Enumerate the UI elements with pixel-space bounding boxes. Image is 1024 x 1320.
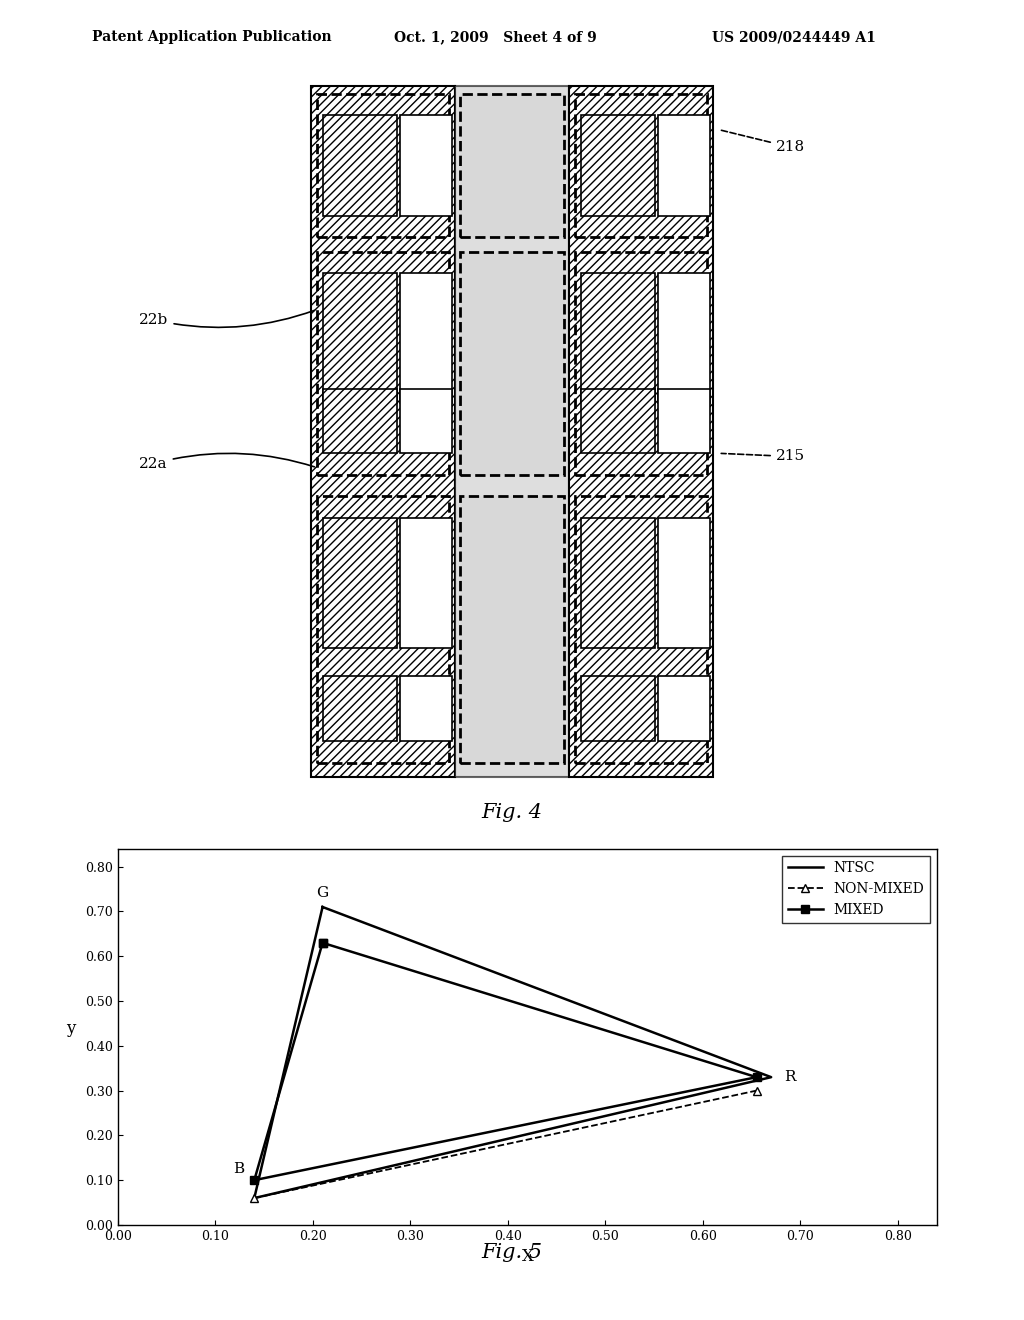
Bar bbox=[323, 517, 397, 648]
Bar bbox=[311, 86, 455, 777]
Bar bbox=[658, 115, 710, 216]
Text: B: B bbox=[233, 1162, 245, 1176]
Bar bbox=[317, 496, 449, 763]
NTSC bbox=[765, 1069, 777, 1085]
Bar bbox=[575, 94, 707, 238]
NTSC bbox=[316, 899, 329, 915]
Bar bbox=[323, 273, 397, 403]
Bar bbox=[658, 676, 710, 741]
Bar bbox=[658, 517, 710, 648]
Bar bbox=[581, 676, 655, 741]
MIXED bbox=[316, 935, 329, 950]
Bar bbox=[323, 388, 397, 453]
Bar bbox=[581, 517, 655, 648]
Bar bbox=[317, 252, 449, 475]
Text: 22b: 22b bbox=[139, 310, 314, 327]
Bar bbox=[575, 496, 707, 763]
Bar bbox=[400, 115, 452, 216]
Text: G: G bbox=[316, 886, 329, 900]
Bar bbox=[400, 273, 452, 403]
Line: MIXED: MIXED bbox=[250, 939, 761, 1184]
Bar bbox=[323, 115, 397, 216]
NTSC bbox=[316, 899, 329, 915]
Bar bbox=[658, 273, 710, 403]
Bar bbox=[581, 115, 655, 216]
Text: Fig. 4: Fig. 4 bbox=[481, 803, 543, 821]
Bar bbox=[455, 86, 569, 777]
NON-MIXED bbox=[751, 1082, 763, 1098]
NTSC bbox=[248, 1191, 260, 1206]
Bar bbox=[461, 94, 563, 238]
Bar bbox=[461, 252, 563, 475]
Text: US 2009/0244449 A1: US 2009/0244449 A1 bbox=[712, 30, 876, 45]
Text: 215: 215 bbox=[721, 450, 805, 463]
Y-axis label: y: y bbox=[67, 1020, 76, 1038]
Legend: NTSC, NON-MIXED, MIXED: NTSC, NON-MIXED, MIXED bbox=[782, 855, 930, 923]
Bar bbox=[400, 388, 452, 453]
Bar bbox=[400, 517, 452, 648]
Bar bbox=[323, 676, 397, 741]
Text: Oct. 1, 2009   Sheet 4 of 9: Oct. 1, 2009 Sheet 4 of 9 bbox=[394, 30, 597, 45]
Bar bbox=[400, 676, 452, 741]
Line: NON-MIXED: NON-MIXED bbox=[250, 1086, 761, 1203]
Text: 22a: 22a bbox=[139, 453, 314, 471]
Bar bbox=[569, 86, 713, 777]
Bar bbox=[658, 388, 710, 453]
MIXED bbox=[248, 1172, 260, 1188]
Bar bbox=[461, 496, 563, 763]
Bar bbox=[581, 388, 655, 453]
Text: Fig. 5: Fig. 5 bbox=[481, 1243, 543, 1262]
Text: Patent Application Publication: Patent Application Publication bbox=[92, 30, 332, 45]
Line: NTSC: NTSC bbox=[254, 907, 771, 1199]
NON-MIXED bbox=[248, 1191, 260, 1206]
MIXED bbox=[316, 935, 329, 950]
Text: 218: 218 bbox=[721, 131, 805, 154]
Bar bbox=[575, 252, 707, 475]
MIXED bbox=[751, 1069, 763, 1085]
Text: R: R bbox=[783, 1071, 796, 1084]
X-axis label: X: X bbox=[521, 1249, 534, 1266]
Bar bbox=[581, 273, 655, 403]
Bar bbox=[317, 94, 449, 238]
